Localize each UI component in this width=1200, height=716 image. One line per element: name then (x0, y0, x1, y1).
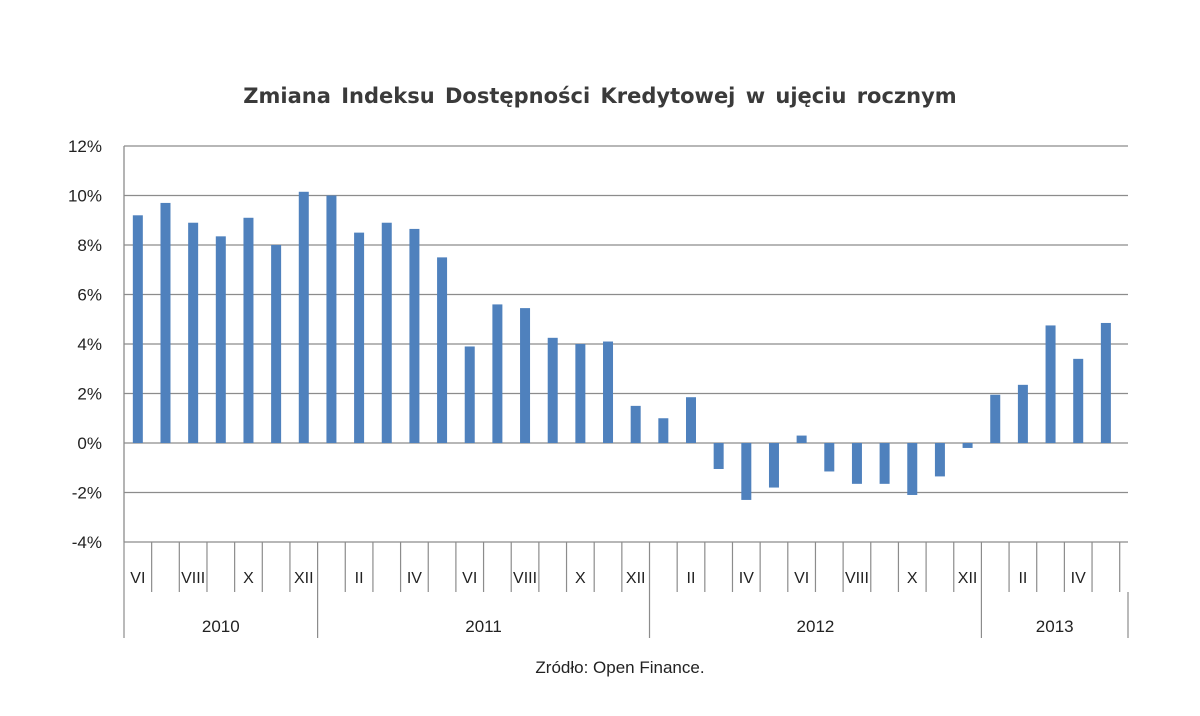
month-label: VI (462, 570, 477, 587)
bar (630, 405, 641, 443)
bar (713, 443, 724, 469)
month-label: VIII (181, 570, 205, 587)
bar (298, 191, 309, 443)
bar (824, 443, 835, 472)
year-label: 2010 (202, 617, 240, 636)
month-label: II (687, 570, 696, 587)
bar (1017, 384, 1028, 443)
month-label: II (355, 570, 364, 587)
month-label: VI (130, 570, 145, 587)
bar (1045, 325, 1056, 443)
bar (381, 222, 392, 443)
y-tick-label: -2% (72, 484, 102, 503)
bar (188, 222, 199, 443)
month-label: XII (958, 570, 978, 587)
y-tick-label: 2% (77, 385, 102, 404)
bar (962, 443, 973, 448)
bar (934, 443, 945, 477)
bar (520, 308, 531, 443)
y-tick-label: 6% (77, 286, 102, 305)
y-tick-label: 4% (77, 335, 102, 354)
bar (160, 202, 171, 443)
month-label: IV (1071, 570, 1086, 587)
y-tick-label: -4% (72, 533, 102, 552)
chart-title: Zmiana Indeksu Dostępności Kredytowej w … (243, 84, 957, 108)
year-label: 2012 (797, 617, 835, 636)
bar (741, 443, 752, 500)
grid-lines (124, 145, 1128, 543)
bar (409, 228, 420, 443)
bar (575, 344, 586, 443)
bar (354, 232, 365, 443)
month-label: VI (794, 570, 809, 587)
bar (685, 397, 696, 443)
bar (547, 337, 558, 443)
month-label: XII (294, 570, 314, 587)
bar (879, 443, 890, 484)
axis-labels: -4%-2%0%2%4%6%8%10%12%VI VIII X XII II IV VI VI… (68, 137, 1086, 636)
bar (1073, 358, 1084, 443)
month-label: XII (626, 570, 646, 587)
y-tick-label: 10% (68, 187, 102, 206)
month-label: X (575, 570, 586, 587)
bar (215, 236, 226, 443)
bar (132, 215, 143, 443)
month-label: X (907, 570, 918, 587)
bar (437, 257, 448, 443)
axes (123, 146, 1129, 638)
bar (603, 341, 614, 443)
y-tick-label: 0% (77, 434, 102, 453)
year-label: 2011 (465, 617, 502, 636)
month-label: X (243, 570, 254, 587)
bar (492, 304, 503, 443)
y-tick-label: 12% (68, 137, 102, 156)
bar (990, 394, 1001, 443)
bar (326, 195, 337, 443)
year-label: 2013 (1036, 617, 1074, 636)
month-label: II (1018, 570, 1027, 587)
month-label: IV (739, 570, 754, 587)
chart-source: Zródło: Open Finance. (535, 658, 705, 677)
bar (243, 217, 254, 443)
y-tick-label: 8% (77, 236, 102, 255)
month-label: VIII (845, 570, 869, 587)
bar (658, 418, 669, 443)
bar (1100, 322, 1111, 443)
month-label: VIII (513, 570, 537, 587)
month-label: IV (407, 570, 422, 587)
bar (851, 443, 862, 484)
bars (132, 191, 1111, 500)
bar (271, 245, 282, 443)
bar (464, 346, 475, 443)
bar (796, 435, 807, 443)
bar (768, 443, 779, 488)
bar (907, 443, 918, 495)
